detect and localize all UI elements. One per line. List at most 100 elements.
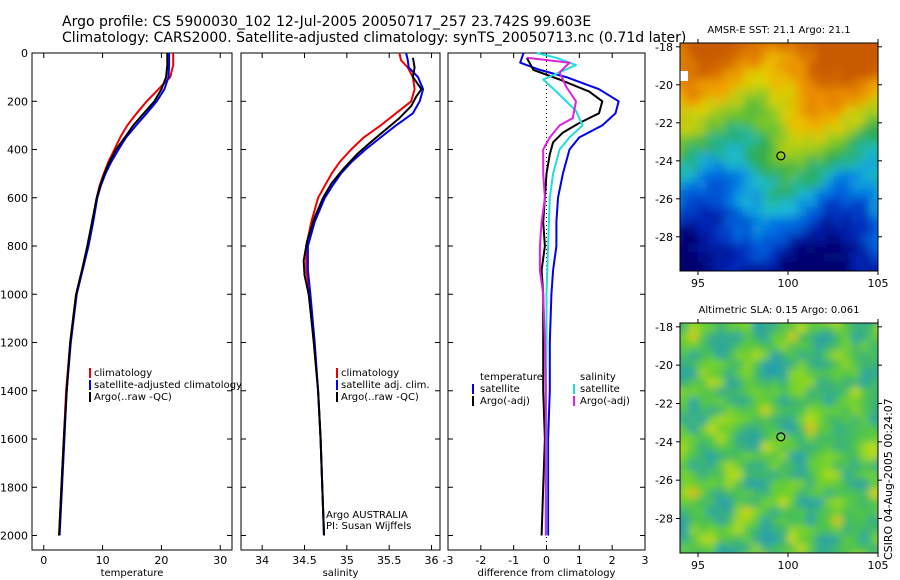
x-axis-label: difference from climatology bbox=[478, 568, 616, 579]
x-tick-label: 34 bbox=[255, 554, 269, 567]
map-cell bbox=[680, 97, 690, 108]
map-cell bbox=[779, 470, 789, 481]
map-cell bbox=[833, 52, 843, 63]
map-cell bbox=[680, 332, 690, 343]
map-cell bbox=[770, 534, 780, 545]
legend-label: climatology bbox=[94, 368, 152, 379]
legend-header: salinity bbox=[580, 372, 616, 383]
map-cell bbox=[833, 424, 843, 435]
map-cell bbox=[725, 198, 735, 209]
map-cell bbox=[707, 261, 717, 271]
map-cell bbox=[860, 470, 870, 481]
y-tick-label: -26 bbox=[655, 193, 673, 206]
map-cell bbox=[707, 516, 717, 527]
map-cell bbox=[734, 106, 744, 117]
map-cell bbox=[734, 405, 744, 416]
x-tick-label: 2 bbox=[609, 554, 616, 567]
map-cell bbox=[806, 179, 816, 190]
map-cell bbox=[779, 525, 789, 536]
map-cell bbox=[752, 516, 762, 527]
map-cell bbox=[833, 43, 843, 54]
map-cell bbox=[698, 507, 708, 518]
map-cell bbox=[833, 70, 843, 81]
map-cell bbox=[824, 387, 834, 398]
map-cell bbox=[716, 341, 726, 352]
map-cell bbox=[860, 534, 870, 545]
map-cell bbox=[815, 97, 825, 108]
map-cell bbox=[851, 488, 861, 499]
map-cell bbox=[761, 161, 771, 172]
map-cell bbox=[842, 479, 852, 490]
map-cell bbox=[833, 378, 843, 389]
map-cell bbox=[806, 359, 816, 370]
map-cell bbox=[869, 125, 878, 136]
map-cell bbox=[860, 378, 870, 389]
map-cell bbox=[743, 488, 753, 499]
map-cell bbox=[689, 525, 699, 536]
map-cell bbox=[734, 415, 744, 426]
map-cell bbox=[833, 479, 843, 490]
map-cell bbox=[860, 252, 870, 263]
map-cell bbox=[788, 88, 798, 99]
map-cell bbox=[680, 271, 690, 281]
map-cell bbox=[698, 323, 708, 334]
map-cell bbox=[851, 516, 861, 527]
map-cell bbox=[689, 396, 699, 407]
map-cell bbox=[815, 252, 825, 263]
map-cell bbox=[716, 243, 726, 254]
map-cell bbox=[842, 323, 852, 334]
map-cell bbox=[734, 225, 744, 236]
x-tick-label: 34.5 bbox=[292, 554, 317, 567]
map-cell bbox=[806, 70, 816, 81]
map-cell bbox=[689, 234, 699, 245]
map-cell bbox=[842, 350, 852, 361]
map-field-cells bbox=[680, 323, 888, 563]
map-cell bbox=[842, 451, 852, 462]
map-cell bbox=[689, 405, 699, 416]
map-cell bbox=[725, 234, 735, 245]
map-cell bbox=[860, 369, 870, 380]
map-cell bbox=[770, 543, 780, 553]
series-line bbox=[526, 56, 577, 536]
map-cell bbox=[716, 350, 726, 361]
map-cell bbox=[779, 97, 789, 108]
y-tick-label: -20 bbox=[655, 359, 673, 372]
map-cell bbox=[833, 525, 843, 536]
y-tick-label: 400 bbox=[7, 144, 28, 157]
map-cell bbox=[734, 387, 744, 398]
map-cell bbox=[869, 507, 878, 518]
map-cell bbox=[797, 88, 807, 99]
map-cell bbox=[743, 97, 753, 108]
map-cell bbox=[716, 234, 726, 245]
map-cell bbox=[878, 341, 888, 351]
map-cell bbox=[743, 134, 753, 145]
series-line bbox=[519, 52, 620, 536]
map-cell bbox=[788, 378, 798, 389]
map-cell bbox=[689, 97, 699, 108]
map-cell bbox=[752, 543, 762, 553]
map-cell bbox=[716, 433, 726, 444]
map-cell bbox=[833, 161, 843, 172]
map-cell bbox=[806, 341, 816, 352]
map-cell bbox=[779, 152, 789, 163]
map-cell bbox=[743, 405, 753, 416]
map-cell bbox=[752, 451, 762, 462]
plot-frame bbox=[31, 52, 233, 551]
map-cell bbox=[815, 516, 825, 527]
sla-map: 95 100 105 -18 -20 -22 -24 -26 -28 Altimetric SLA… bbox=[655, 305, 888, 572]
map-frame bbox=[679, 322, 879, 554]
map-cell bbox=[860, 433, 870, 444]
map-cell bbox=[689, 188, 699, 200]
map-cell bbox=[707, 387, 717, 398]
map-cell bbox=[860, 396, 870, 407]
map-cell bbox=[851, 179, 861, 190]
map-cell bbox=[815, 271, 825, 281]
map-cell bbox=[788, 461, 798, 472]
map-cell bbox=[797, 332, 807, 343]
map-cell bbox=[743, 323, 753, 334]
map-cell bbox=[698, 179, 708, 190]
map-cell bbox=[797, 553, 807, 563]
map-field bbox=[680, 43, 878, 281]
map-cell bbox=[725, 415, 735, 426]
map-cell bbox=[797, 179, 807, 190]
